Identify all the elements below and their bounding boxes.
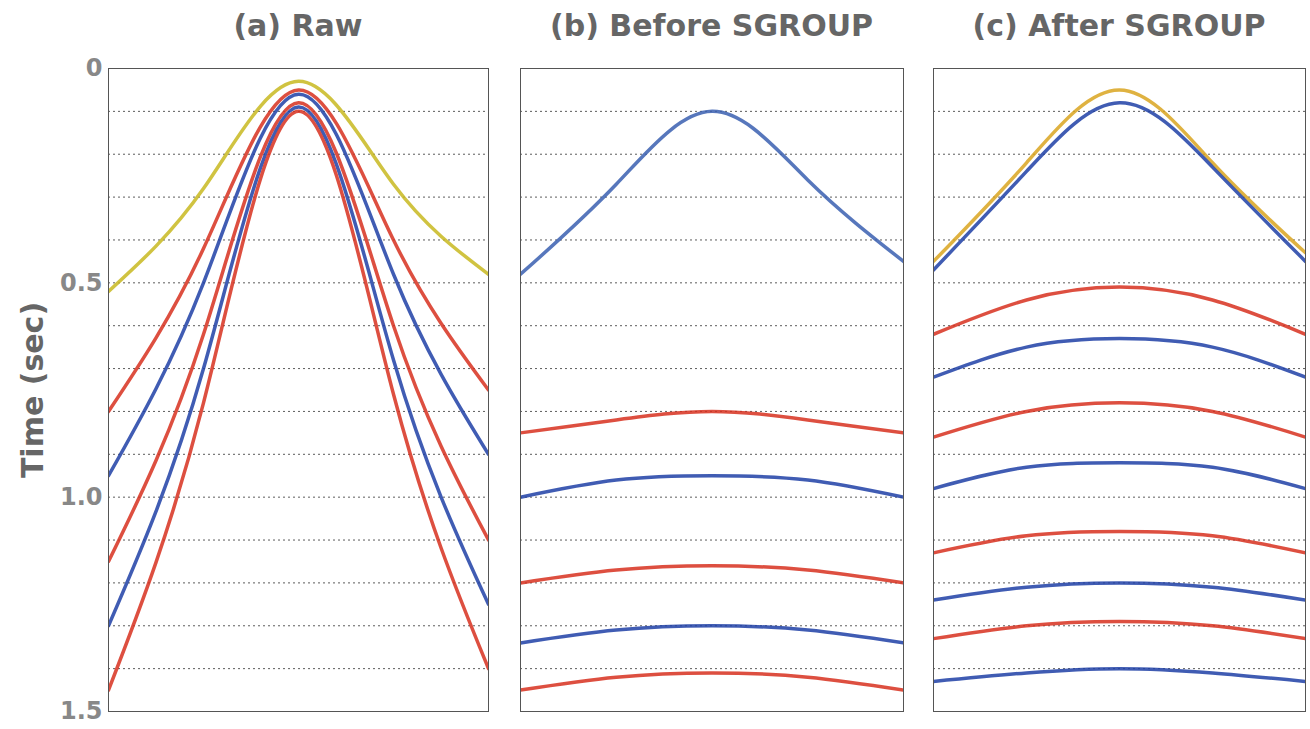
html-text:(a) Raw: (a) Raw xyxy=(233,8,363,43)
html-text:(b) Before SGROUP: (b) Before SGROUP xyxy=(550,8,873,43)
svg-text:1.0: 1.0 xyxy=(60,483,103,511)
html-text:Time (sec): Time (sec) xyxy=(14,301,50,478)
html-text:(c) After SGROUP: (c) After SGROUP xyxy=(972,8,1266,43)
svg-text:0.5: 0.5 xyxy=(60,269,103,297)
svg-text:0: 0 xyxy=(86,54,103,82)
svg-text:1.5: 1.5 xyxy=(60,697,103,725)
